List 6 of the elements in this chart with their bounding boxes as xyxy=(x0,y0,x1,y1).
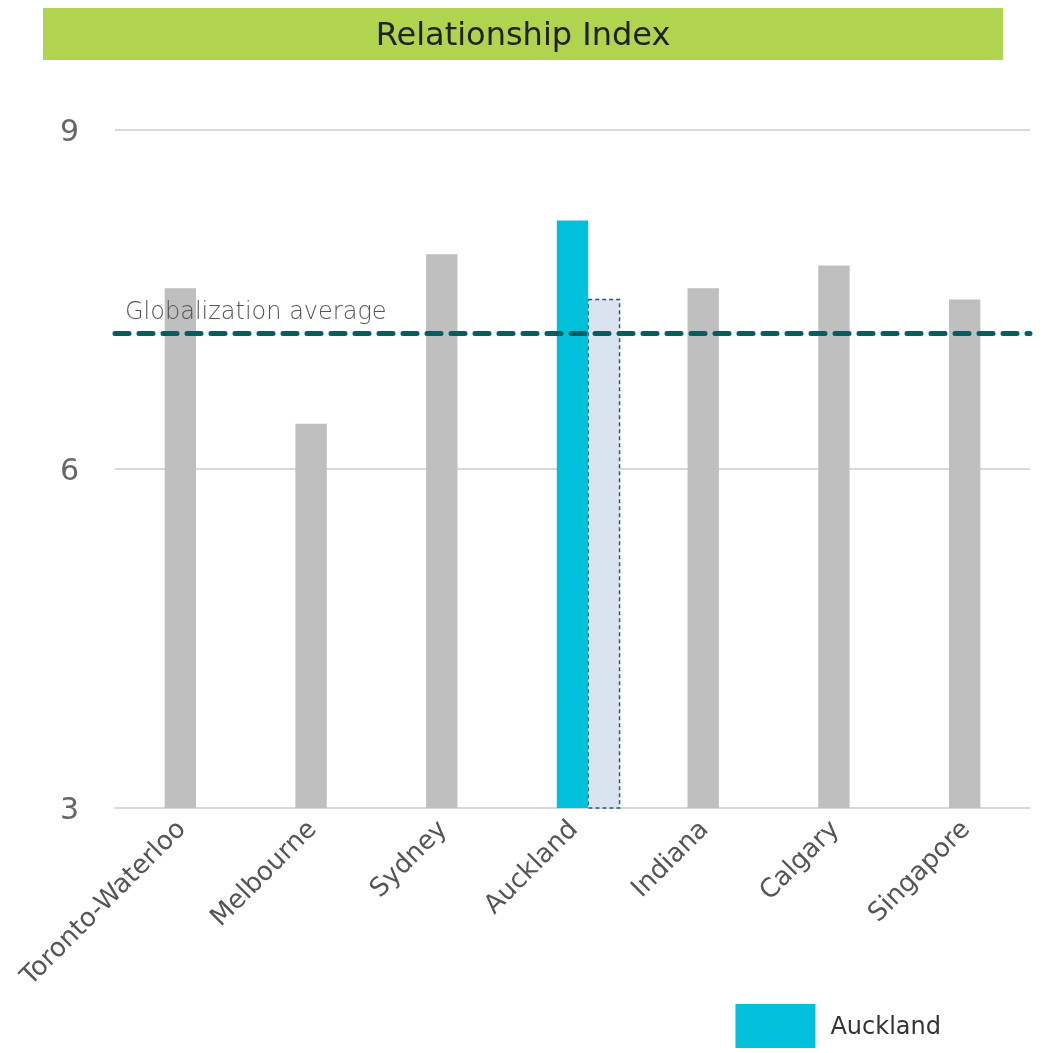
ref-line-label: Globalization average xyxy=(125,297,387,326)
y-tick-label: 3 xyxy=(59,790,79,826)
y-tick-label: 6 xyxy=(59,451,79,487)
chart-title: Relationship Index xyxy=(375,15,671,53)
legend-label: Auckland xyxy=(830,1012,941,1040)
y-tick-label: 9 xyxy=(59,112,79,148)
